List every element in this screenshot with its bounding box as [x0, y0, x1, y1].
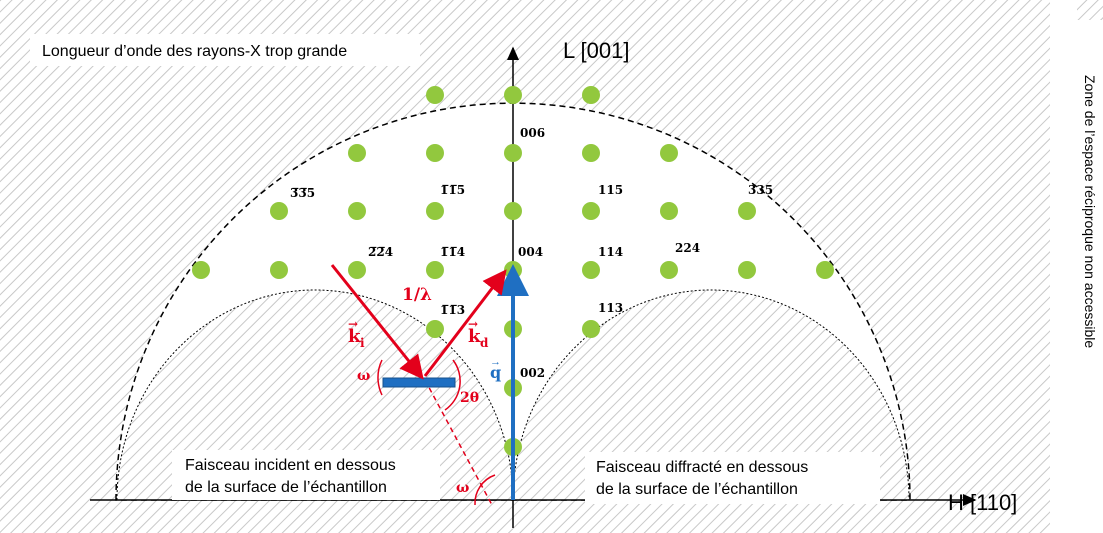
left-zone [116, 289, 514, 501]
kd-arrow: → [468, 317, 478, 331]
inv-lambda: 1/λ [402, 285, 432, 305]
ki-sub: i [360, 336, 365, 350]
extension [424, 379, 493, 506]
lattice-point [504, 86, 522, 104]
l-axis-label: L [001] [563, 38, 629, 63]
lattice-point [738, 202, 756, 220]
lattice-point [270, 202, 288, 220]
lattice-point [816, 261, 834, 279]
lattice-point [660, 202, 678, 220]
right-zone [512, 289, 910, 501]
q-label: q [490, 363, 501, 382]
reflection-label: 006 [520, 126, 545, 140]
reflection-label: 1̅1̅3 [440, 303, 465, 317]
ki-vector [330, 264, 424, 380]
lattice-point [426, 202, 444, 220]
kd-label: k [468, 326, 481, 347]
lattice-point [504, 202, 522, 220]
lattice-point [582, 144, 600, 162]
note-box [30, 34, 420, 66]
hatch-legend [1077, 0, 1103, 20]
lattice-point [582, 320, 600, 338]
omega: ω [357, 368, 370, 384]
omega: ω [456, 480, 469, 496]
omega-arc [474, 474, 496, 506]
lattice-point [426, 144, 444, 162]
reflection-label: 224 [675, 241, 700, 255]
reflection-label: 002 [520, 366, 545, 380]
two-theta-arc [444, 359, 461, 411]
q-arrow: → [490, 356, 501, 368]
lattice-point [582, 261, 600, 279]
omega-arc [377, 359, 383, 396]
ki-label: k [348, 326, 361, 347]
note-box [172, 450, 440, 500]
lattice-point [582, 86, 600, 104]
lattice [192, 86, 834, 456]
lattice-point [738, 261, 756, 279]
kd-sub: d [480, 336, 489, 350]
reflection-label: 004 [518, 245, 543, 259]
lattice-point [426, 320, 444, 338]
note: Faisceau diffracté en dessous [596, 459, 808, 476]
reflection-label: 335 [748, 183, 773, 197]
lattice-point [270, 261, 288, 279]
reflection-label: 3̅3̅5 [290, 186, 315, 200]
lattice-point [504, 144, 522, 162]
lattice-point [660, 144, 678, 162]
lattice-point [426, 86, 444, 104]
side-note: Zone de l’espace réciproque non accessib… [1082, 75, 1098, 348]
lattice-point [426, 261, 444, 279]
lattice-point [348, 202, 366, 220]
lattice-point [348, 144, 366, 162]
note: de la surface de l’échantillon [596, 481, 798, 498]
reflection-label: 115 [598, 183, 623, 197]
reflection-labels: 006 3̅3̅5 1̅1̅5 115 335 2̅2̅4 1̅1̅4 004 114 224 1̅… [290, 126, 773, 380]
lattice-point [348, 261, 366, 279]
lattice-point [192, 261, 210, 279]
h-axis-label: H [110] [948, 490, 1017, 515]
note: Longueur d’onde des rayons-X trop grande [42, 43, 347, 60]
lattice-point [582, 202, 600, 220]
two-theta: 2θ [460, 390, 479, 406]
reflection-label: 113 [598, 301, 623, 315]
reflection-label: 114 [598, 245, 623, 259]
note: de la surface de l’échantillon [185, 479, 387, 496]
lattice-point [660, 261, 678, 279]
reflection-label: 2̅2̅4 [368, 245, 393, 259]
kd-vector [423, 269, 507, 377]
note-box [585, 452, 880, 504]
note: Faisceau incident en dessous [185, 457, 396, 474]
ki-arrow: → [348, 317, 358, 331]
reflection-label: 1̅1̅4 [440, 245, 465, 259]
sample [382, 377, 456, 388]
reflection-label: 1̅1̅5 [440, 183, 465, 197]
